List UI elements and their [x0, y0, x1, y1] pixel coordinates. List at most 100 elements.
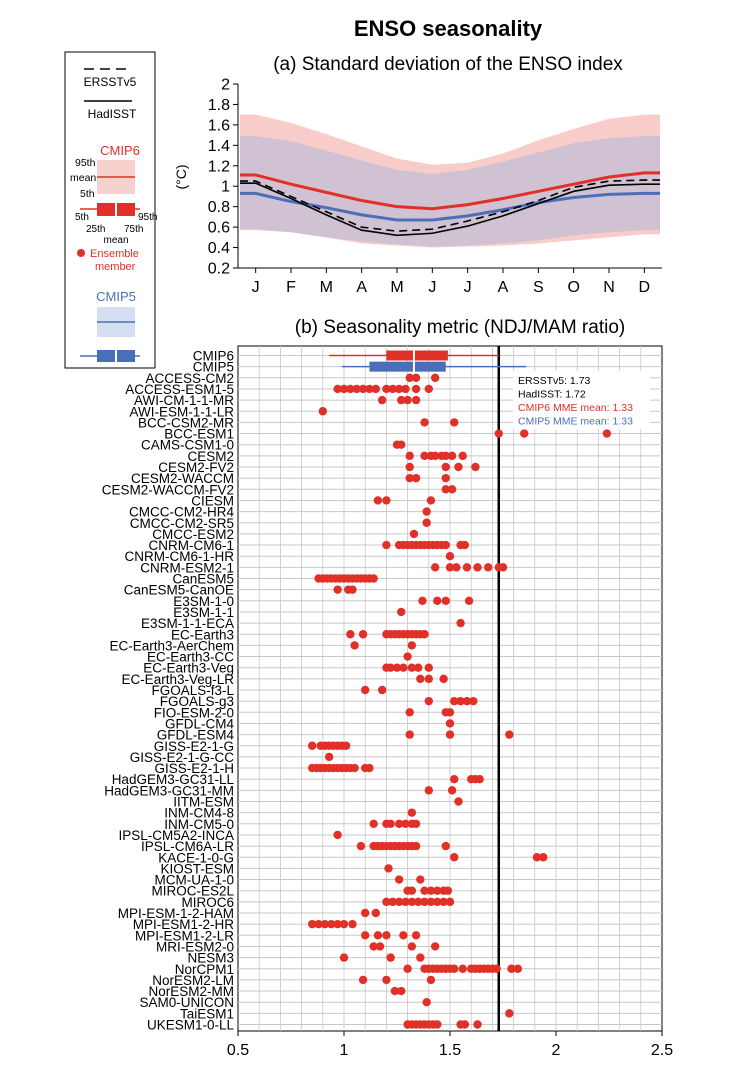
- ensemble-member-point: [369, 819, 378, 828]
- ensemble-member-point: [314, 919, 323, 929]
- row-label: NESM3: [187, 951, 234, 966]
- legend-mean-label: mean: [70, 172, 96, 184]
- ensemble-member-point: [433, 596, 442, 605]
- ensemble-member-point: [602, 429, 612, 438]
- ensemble-member-point: [462, 563, 472, 572]
- ensemble-member-point: [356, 841, 366, 851]
- panel-a-plot: 0.2 0.4 0.6 0.8 1 1.2 1.4 1.6 1.8 2 J F M A M J J A S O N D: [208, 77, 662, 296]
- ensemble-member-point: [386, 953, 395, 962]
- ensemble-member-point: [426, 886, 436, 895]
- ensemble-member-point: [422, 507, 431, 516]
- ensemble-member-point: [333, 919, 342, 929]
- row-label: E3SM-1-1: [173, 605, 234, 620]
- panel-a-y-tick-label: 1.2: [208, 158, 230, 175]
- ersst-line: [240, 179, 660, 233]
- ensemble-member-point: [433, 886, 442, 895]
- ensemble-member-point: [433, 897, 442, 907]
- ensemble-member-point: [532, 853, 542, 862]
- ensemble-member-point: [405, 730, 414, 739]
- ensemble-member-point: [397, 440, 406, 449]
- ensemble-member-point: [405, 708, 414, 717]
- ensemble-member-point: [369, 574, 378, 583]
- ensemble-member-point: [407, 808, 417, 817]
- row-label: CNRM-CM6-1-HR: [125, 549, 235, 564]
- ensemble-member-point: [346, 630, 355, 639]
- row-label: CMIP5: [193, 360, 234, 375]
- ensemble-member-point: [361, 685, 370, 695]
- ensemble-member-point: [420, 451, 429, 461]
- panel-b-x-tick-label: 2: [552, 1042, 561, 1059]
- ensemble-member-point: [399, 663, 408, 672]
- panel-b-x-tick-label: 2.5: [651, 1042, 673, 1059]
- row-label: MIROC-ES2L: [151, 884, 234, 899]
- box-iqr: [386, 350, 448, 361]
- ensemble-member-point: [507, 964, 516, 973]
- ensemble-member-point: [394, 384, 404, 394]
- metric-annotation: ERSSTv5: 1.73: [518, 375, 591, 387]
- ensemble-member-point: [324, 752, 334, 762]
- ensemble-member-point: [409, 529, 419, 539]
- ensemble-member-point: [405, 451, 414, 461]
- ensemble-member-point: [339, 384, 349, 394]
- ensemble-member-point: [483, 563, 493, 572]
- ensemble-member-point: [401, 384, 410, 394]
- ensemble-member-point: [505, 730, 514, 739]
- panel-a-y-tick-label: 0.2: [208, 261, 230, 278]
- ensemble-member-point: [382, 931, 391, 940]
- ensemble-member-point: [424, 674, 433, 684]
- ensemble-member-point: [424, 663, 433, 672]
- ensemble-member-point: [407, 897, 417, 907]
- ensemble-member-point: [377, 395, 387, 405]
- ensemble-member-point: [430, 451, 440, 461]
- row-label: CIESM: [191, 493, 234, 508]
- row-label: KIOST-ESM: [160, 861, 234, 876]
- ensemble-member-point: [382, 384, 391, 394]
- legend-ensemble-label-2: member: [95, 261, 136, 273]
- legend-hadisst-label: HadISST: [88, 107, 137, 121]
- ensemble-member-point: [473, 563, 482, 572]
- ensemble-member-point: [445, 730, 455, 739]
- ensemble-member-point: [411, 473, 421, 483]
- row-label: BCC-ESM1: [164, 427, 234, 442]
- ensemble-member-point: [443, 886, 453, 895]
- row-label: UKESM1-0-LL: [147, 1018, 235, 1033]
- ensemble-member-point: [505, 1009, 514, 1018]
- ensemble-member-point: [458, 451, 467, 461]
- ensemble-member-point: [454, 797, 463, 806]
- row-label: BCC-CSM2-MR: [138, 415, 234, 430]
- legend-box-mean-label: mean: [103, 235, 128, 246]
- row-label: IPSL-CM6A-LR: [141, 839, 234, 854]
- ensemble-member-point: [403, 652, 412, 661]
- ensemble-member-point: [407, 942, 417, 951]
- ensemble-member-point: [414, 663, 423, 672]
- ensemble-member-point: [426, 975, 436, 985]
- row-label: CAMS-CSM1-0: [141, 438, 234, 453]
- ensemble-member-point: [411, 841, 421, 851]
- ensemble-member-point: [399, 931, 408, 940]
- ensemble-member-point: [426, 496, 436, 505]
- ensemble-member-point: [430, 563, 440, 572]
- ensemble-member-point: [375, 942, 385, 951]
- row-label: CESM2: [187, 449, 234, 464]
- ensemble-member-point: [475, 775, 484, 784]
- ensemble-member-point: [348, 585, 357, 594]
- legend-ensemble-label-1: Ensemble: [90, 248, 139, 260]
- ensemble-member-point: [388, 897, 397, 907]
- ensemble-member-point: [450, 775, 459, 784]
- ensemble-member-point: [441, 462, 450, 472]
- ensemble-member-point: [450, 853, 459, 862]
- legend-box-95th-label: 95th: [138, 212, 157, 223]
- ensemble-member-point: [333, 585, 342, 594]
- ensemble-member-point: [445, 719, 455, 728]
- row-label: HadGEM3-GC31-MM: [104, 783, 234, 798]
- ensemble-member-point: [420, 886, 429, 895]
- row-label: TaiESM1: [180, 1006, 234, 1021]
- ensemble-member-point: [416, 953, 425, 962]
- ensemble-member-point: [405, 373, 414, 382]
- ensemble-member-point: [397, 986, 406, 996]
- ensemble-member-point: [445, 552, 455, 561]
- ensemble-member-point: [492, 964, 501, 973]
- cmip5-mean-line: [240, 191, 660, 222]
